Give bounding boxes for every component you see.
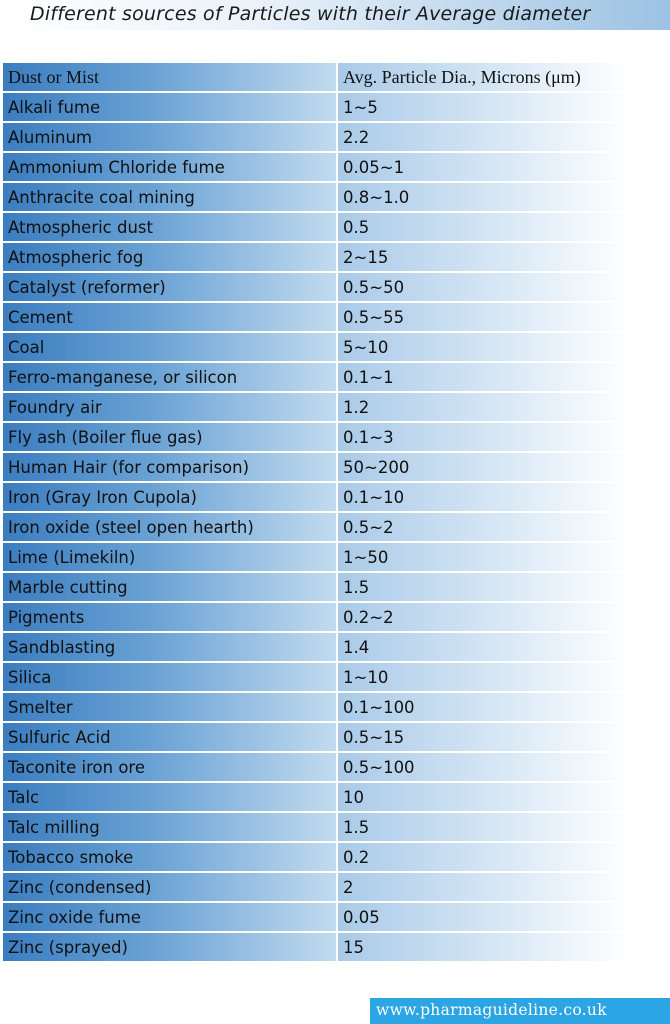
diameter-cell: 0.5~50 <box>337 272 632 303</box>
table-row: Coal 5~10 <box>3 332 632 363</box>
source-cell: Iron oxide (steel open hearth) <box>3 512 338 543</box>
diameter-cell: 2~15 <box>337 242 632 273</box>
source-cell: Anthracite coal mining <box>3 182 338 213</box>
website-url: www.pharmaguideline.co.uk <box>376 1001 607 1019</box>
table-row: Iron (Gray Iron Cupola) 0.1~10 <box>3 482 632 513</box>
diameter-cell: 10 <box>337 782 632 813</box>
diameter-cell: 1.2 <box>337 392 632 423</box>
table-body: Alkali fume 1~5 Aluminum 2.2 Ammonium Chlori… <box>3 92 632 963</box>
table-row: Cement 0.5~55 <box>3 302 632 333</box>
table-row: Iron oxide (steel open hearth) 0.5~2 <box>3 512 632 543</box>
table-row: Catalyst (reformer) 0.5~50 <box>3 272 632 303</box>
diameter-cell: 1.5 <box>337 812 632 843</box>
diameter-cell: 0.1~10 <box>337 482 632 513</box>
source-cell: Pigments <box>3 602 338 633</box>
source-cell: Catalyst (reformer) <box>3 272 338 303</box>
diameter-cell: 0.1~100 <box>337 692 632 723</box>
particle-table: Dust or Mist Avg. Particle Dia., Microns… <box>3 63 632 963</box>
column-header-source: Dust or Mist <box>3 63 338 93</box>
source-cell: Sulfuric Acid <box>3 722 338 753</box>
table-row: Atmospheric dust 0.5 <box>3 212 632 243</box>
diameter-cell: 0.5 <box>337 212 632 243</box>
source-cell: Fly ash (Boiler flue gas) <box>3 422 338 453</box>
source-cell: Smelter <box>3 692 338 723</box>
source-cell: Talc milling <box>3 812 338 843</box>
source-cell: Zinc (sprayed) <box>3 932 338 963</box>
table-row: Talc milling 1.5 <box>3 812 632 843</box>
source-cell: Aluminum <box>3 122 338 153</box>
diameter-cell: 0.05 <box>337 902 632 933</box>
diameter-cell: 5~10 <box>337 332 632 363</box>
source-cell: Zinc oxide fume <box>3 902 338 933</box>
source-cell: Iron (Gray Iron Cupola) <box>3 482 338 513</box>
diameter-cell: 1~10 <box>337 662 632 693</box>
table-row: Taconite iron ore 0.5~100 <box>3 752 632 783</box>
source-cell: Alkali fume <box>3 92 338 123</box>
diameter-cell: 0.5~2 <box>337 512 632 543</box>
table-row: Pigments 0.2~2 <box>3 602 632 633</box>
table-row: Zinc (sprayed) 15 <box>3 932 632 963</box>
diameter-cell: 1.5 <box>337 572 632 603</box>
source-cell: Tobacco smoke <box>3 842 338 873</box>
table-row: Foundry air 1.2 <box>3 392 632 423</box>
table-row: Lime (Limekiln) 1~50 <box>3 542 632 573</box>
diameter-cell: 0.5~100 <box>337 752 632 783</box>
source-cell: Foundry air <box>3 392 338 423</box>
diameter-cell: 0.1~3 <box>337 422 632 453</box>
diameter-cell: 15 <box>337 932 632 963</box>
diameter-cell: 0.5~55 <box>337 302 632 333</box>
table-row: Aluminum 2.2 <box>3 122 632 153</box>
table-row: Alkali fume 1~5 <box>3 92 632 123</box>
diameter-cell: 0.2~2 <box>337 602 632 633</box>
source-cell: Sandblasting <box>3 632 338 663</box>
source-cell: Marble cutting <box>3 572 338 603</box>
diameter-cell: 50~200 <box>337 452 632 483</box>
source-cell: Lime (Limekiln) <box>3 542 338 573</box>
source-cell: Coal <box>3 332 338 363</box>
table-row: Smelter 0.1~100 <box>3 692 632 723</box>
diameter-cell: 1.4 <box>337 632 632 663</box>
source-cell: Ammonium Chloride fume <box>3 152 338 183</box>
table-row: Silica 1~10 <box>3 662 632 693</box>
diameter-cell: 2.2 <box>337 122 632 153</box>
diameter-cell: 1~5 <box>337 92 632 123</box>
source-cell: Cement <box>3 302 338 333</box>
page-title: Different sources of Particles with thei… <box>30 3 591 25</box>
source-cell: Atmospheric fog <box>3 242 338 273</box>
source-cell: Talc <box>3 782 338 813</box>
diameter-cell: 0.05~1 <box>337 152 632 183</box>
diameter-cell: 0.8~1.0 <box>337 182 632 213</box>
source-cell: Zinc (condensed) <box>3 872 338 903</box>
diameter-cell: 0.5~15 <box>337 722 632 753</box>
table-row: Anthracite coal mining 0.8~1.0 <box>3 182 632 213</box>
source-cell: Ferro-manganese, or silicon <box>3 362 338 393</box>
table-row: Talc 10 <box>3 782 632 813</box>
table-row: Ammonium Chloride fume 0.05~1 <box>3 152 632 183</box>
table-row: Zinc oxide fume 0.05 <box>3 902 632 933</box>
diameter-cell: 0.2 <box>337 842 632 873</box>
footer-bar: www.pharmaguideline.co.uk <box>370 998 670 1024</box>
table-row: Ferro-manganese, or silicon 0.1~1 <box>3 362 632 393</box>
source-cell: Atmospheric dust <box>3 212 338 243</box>
source-cell: Taconite iron ore <box>3 752 338 783</box>
table-row: Atmospheric fog 2~15 <box>3 242 632 273</box>
table-row: Sandblasting 1.4 <box>3 632 632 663</box>
column-header-diameter: Avg. Particle Dia., Microns (μm) <box>337 63 632 93</box>
source-cell: Silica <box>3 662 338 693</box>
table-row: Tobacco smoke 0.2 <box>3 842 632 873</box>
diameter-cell: 2 <box>337 872 632 903</box>
source-cell: Human Hair (for comparison) <box>3 452 338 483</box>
table-row: Human Hair (for comparison) 50~200 <box>3 452 632 483</box>
table-row: Zinc (condensed) 2 <box>3 872 632 903</box>
diameter-cell: 1~50 <box>337 542 632 573</box>
diameter-cell: 0.1~1 <box>337 362 632 393</box>
table-row: Sulfuric Acid 0.5~15 <box>3 722 632 753</box>
table-header-row: Dust or Mist Avg. Particle Dia., Microns… <box>3 63 632 93</box>
table-row: Marble cutting 1.5 <box>3 572 632 603</box>
table-row: Fly ash (Boiler flue gas) 0.1~3 <box>3 422 632 453</box>
title-bar: Different sources of Particles with thei… <box>4 0 670 30</box>
